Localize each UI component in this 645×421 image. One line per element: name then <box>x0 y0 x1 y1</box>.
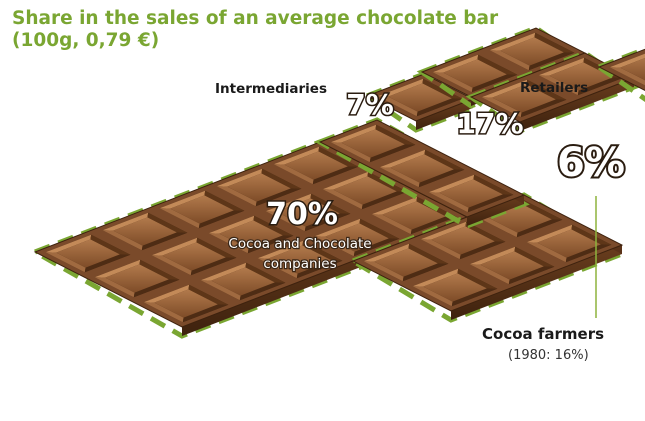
note-farmers: (1980: 16%) <box>508 348 589 363</box>
segment-cocoa-farmers <box>593 46 645 102</box>
value-farmers: 6% <box>557 140 625 186</box>
segment-cocoa-and-chocolate-companies-right <box>314 117 530 229</box>
label-retailers: Retailers <box>520 80 588 96</box>
label-farmers: Cocoa farmers <box>482 325 604 343</box>
label-companies-line1: Cocoa and Chocolate <box>228 236 371 252</box>
value-companies: 70% <box>266 197 338 232</box>
chart-subtitle: (100g, 0,79 €) <box>12 30 160 51</box>
value-intermediaries: 7% <box>346 88 394 121</box>
segment-cocoa-and-chocolate-companies-lower <box>347 192 628 323</box>
chart-title-main: Share in the sales of an average chocola… <box>12 8 499 29</box>
value-retailers: 17% <box>456 107 523 140</box>
label-intermediaries: Intermediaries <box>215 81 327 97</box>
label-companies-line2: companies <box>263 256 336 272</box>
chart-title: Share in the sales of an average chocola… <box>12 8 572 52</box>
